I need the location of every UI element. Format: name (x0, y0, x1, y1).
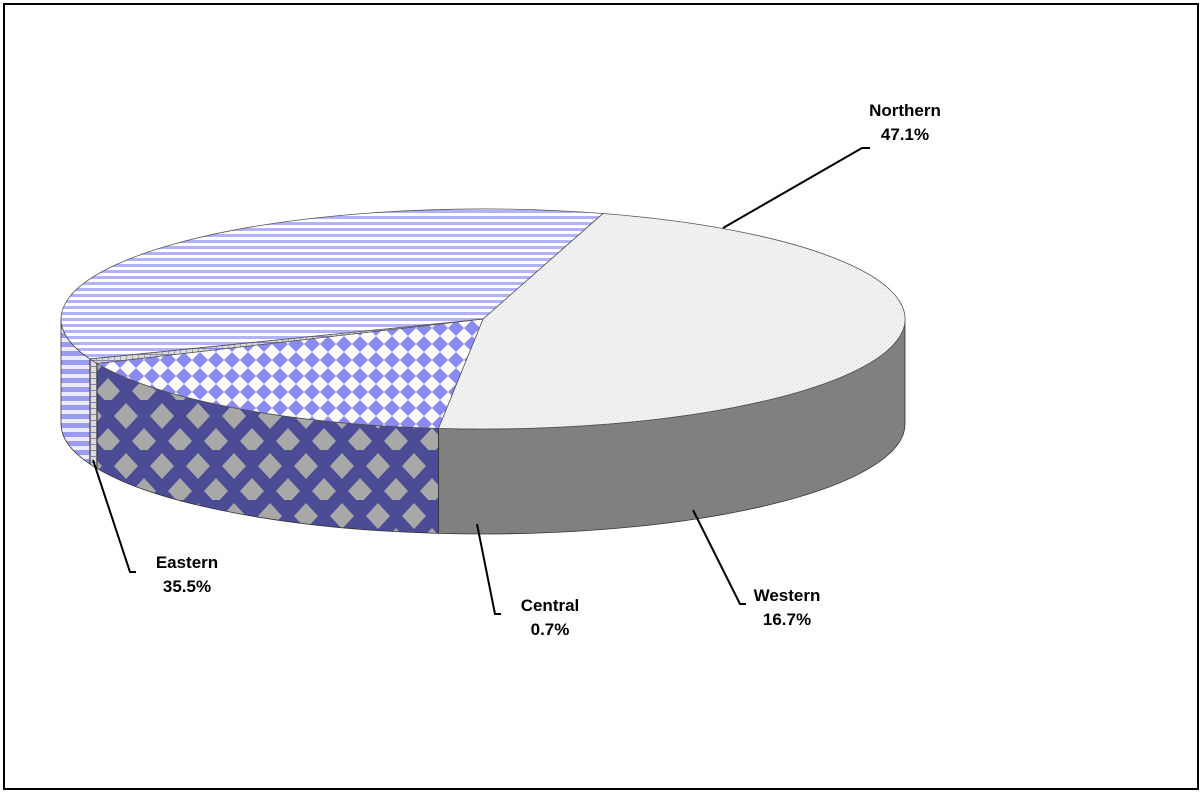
label-value-western: 16.7% (763, 610, 811, 629)
leader-line-western (692, 509, 746, 605)
label-value-eastern: 35.5% (163, 577, 211, 596)
label-value-central: 0.7% (531, 620, 570, 639)
slice-western (95, 318, 484, 429)
pie-sides (60, 318, 906, 535)
leader-lines (92, 147, 870, 615)
slice-side-central (89, 358, 98, 470)
leader-line-central (476, 523, 501, 615)
label-name-central: Central (521, 596, 580, 615)
label-value-northern: 47.1% (881, 125, 929, 144)
label-name-northern: Northern (869, 101, 941, 120)
pie-tops (60, 208, 906, 430)
slice-eastern (60, 208, 604, 360)
data-labels: Northern 47.1% Western 16.7% Central 0.7% East… (156, 101, 941, 639)
leader-line-eastern (92, 459, 136, 573)
leader-line-northern (722, 147, 870, 229)
label-name-western: Western (754, 586, 821, 605)
slice-northern (437, 213, 906, 430)
label-name-eastern: Eastern (156, 553, 218, 572)
